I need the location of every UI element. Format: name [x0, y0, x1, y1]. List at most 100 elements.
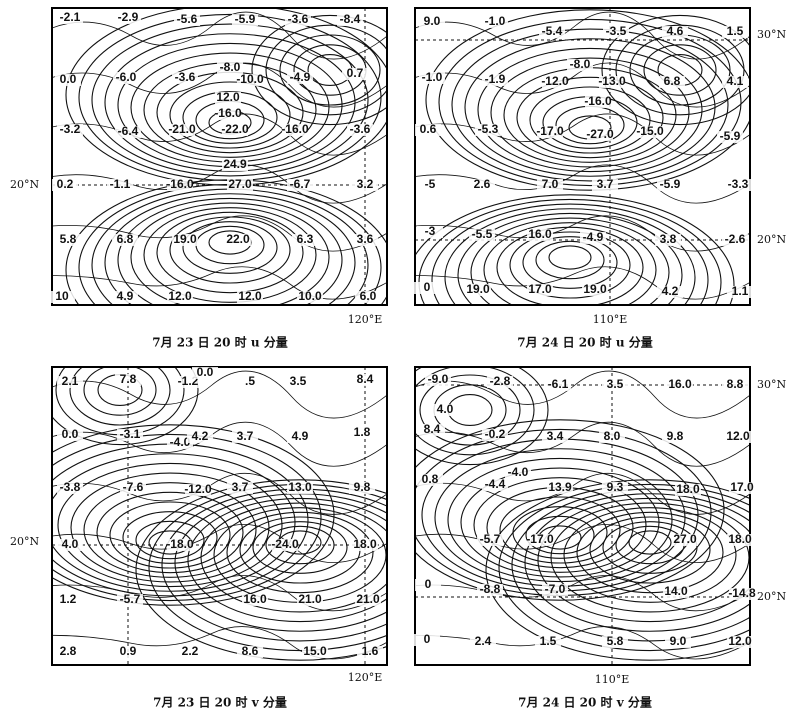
contour-label: 5.8 [60, 232, 77, 246]
contour-label: -17.0 [526, 532, 554, 546]
contour-label: 1.1 [732, 284, 749, 298]
label-bg [115, 126, 141, 138]
contour-label: 4.1 [727, 74, 744, 88]
contour-label: -7.0 [545, 582, 566, 596]
panel: -2.1 -2.9 -5.6 -5.9 -3.6 -8.40.0 -6.0 -3.6-8.0-… [10, 7, 388, 350]
contour-label: -5.6 [177, 12, 198, 26]
label-bg [352, 539, 378, 551]
contour-label: -14.8 [728, 586, 756, 600]
contour-label: -7.6 [123, 480, 144, 494]
contour-line [550, 502, 750, 613]
contour-label: 5.8 [607, 634, 624, 648]
contour-line [252, 521, 348, 574]
contour-label: 4.2 [192, 429, 209, 443]
contour-line [96, 491, 244, 574]
contour-line [143, 207, 317, 303]
contour-label: -3.6 [288, 12, 309, 26]
contour-label: -5.9 [235, 12, 256, 26]
contour-label: 10.0 [298, 289, 322, 303]
axis-label: 30°N [757, 378, 786, 391]
label-bg [117, 594, 143, 606]
contour-label: 8.4 [357, 372, 374, 386]
contour-label: 13.9 [548, 480, 572, 494]
contour-label: 6.8 [117, 232, 134, 246]
label-bg [57, 482, 83, 494]
label-bg [729, 588, 755, 600]
contour-label: 0.6 [420, 122, 437, 136]
panel-frame [414, 7, 751, 306]
label-bg [355, 291, 381, 303]
contour-label: 2.1 [62, 374, 79, 388]
contour-label: 8.6 [242, 644, 259, 658]
label-bg [637, 126, 663, 138]
contour-label: 0.0 [62, 427, 79, 441]
panel-caption: 7月 24 日 20 时 v 分量 [518, 695, 652, 710]
contour-label: 4.0 [62, 537, 79, 551]
label-bg [115, 12, 141, 24]
coastline [415, 113, 750, 156]
contour-label: -5.9 [660, 177, 681, 191]
contour-line [511, 488, 750, 642]
contour-line [602, 521, 698, 574]
label-bg [582, 284, 608, 296]
label-bg [537, 179, 563, 191]
label-bg [587, 129, 613, 141]
label-bg [55, 594, 81, 606]
label-bg [120, 482, 146, 494]
contour-label: -0.2 [485, 427, 506, 441]
contour-label: 0.0 [197, 365, 214, 379]
coastline [52, 215, 387, 252]
label-bg [542, 584, 568, 596]
label-bg [659, 76, 685, 88]
contour-label: 9.0 [670, 634, 687, 648]
contour-line [563, 507, 737, 603]
contour-label: 0.0 [60, 72, 77, 86]
coastline [415, 421, 750, 467]
coastline [52, 626, 387, 660]
contour-line [91, 23, 369, 177]
label-bg [237, 291, 263, 303]
label-bg [727, 286, 753, 298]
label-bg [347, 124, 373, 136]
label-bg [599, 76, 625, 88]
label-bg [725, 431, 751, 443]
label-bg [167, 539, 193, 551]
contour-label: -3.2 [60, 122, 81, 136]
label-bg [352, 374, 378, 386]
contour-label: -3.6 [175, 70, 196, 84]
contour-line [486, 486, 634, 569]
contour-line [537, 497, 750, 623]
label-bg [729, 482, 755, 494]
label-bg [57, 12, 83, 24]
contour-label: -5.3 [478, 122, 499, 136]
label-bg [662, 26, 688, 38]
label-bg [115, 646, 141, 658]
contour-label: -5 [425, 177, 436, 191]
label-bg [482, 429, 508, 441]
contour-label: -6.4 [118, 124, 139, 138]
contour-line [548, 245, 592, 270]
label-bg [215, 92, 241, 104]
contour-label: -12.0 [541, 74, 569, 88]
label-bg [169, 124, 195, 136]
coastline [415, 164, 750, 204]
coastline [52, 113, 387, 156]
contour-line [415, 367, 535, 456]
contour-line [104, 33, 356, 172]
contour-line [643, 44, 717, 96]
label-bg [357, 646, 383, 658]
label-bg [237, 646, 263, 658]
label-bg [222, 124, 248, 136]
contour-label: 8.4 [424, 422, 441, 436]
contour-label: 0.8 [422, 472, 439, 486]
label-bg [725, 179, 751, 191]
label-bg [599, 431, 625, 443]
contour-label: 4.9 [117, 289, 134, 303]
contour-line [451, 28, 729, 182]
label-bg [302, 646, 328, 658]
contour-line [265, 24, 387, 116]
contour-label: 7.8 [120, 372, 137, 386]
contour-line [470, 217, 670, 305]
label-bg [55, 234, 81, 246]
label-bg [414, 634, 440, 646]
